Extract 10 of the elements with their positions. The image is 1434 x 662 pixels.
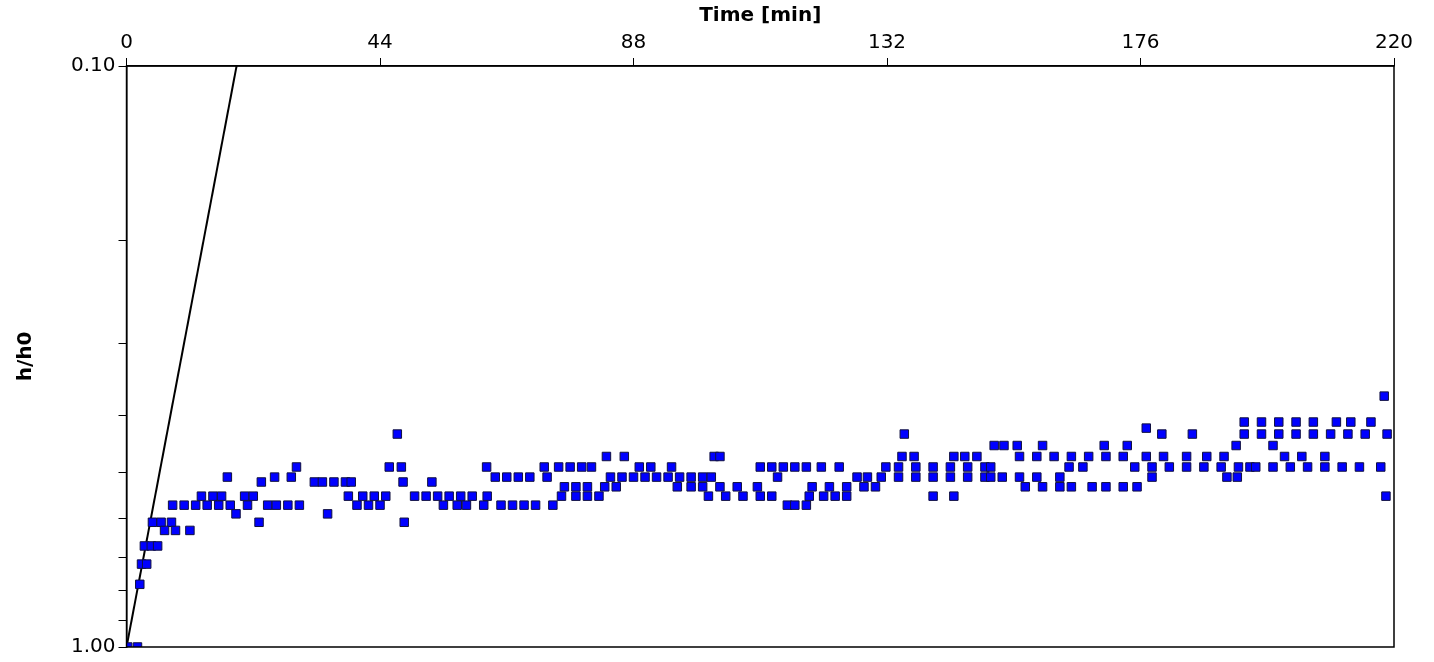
x-axis-title: Time [min]	[699, 2, 822, 27]
y-axis-title: h/h0	[12, 331, 37, 382]
x-tick-label: 176	[1121, 29, 1160, 54]
y-tick-label: 1.00	[71, 633, 116, 658]
x-tick-label: 220	[1374, 29, 1414, 54]
x-tick-label: 132	[867, 29, 907, 54]
x-tick-label: 88	[620, 29, 647, 54]
x-tick-label: 0	[120, 29, 133, 54]
y-tick-label: 0.10	[71, 52, 116, 77]
x-tick-label: 44	[367, 29, 393, 54]
